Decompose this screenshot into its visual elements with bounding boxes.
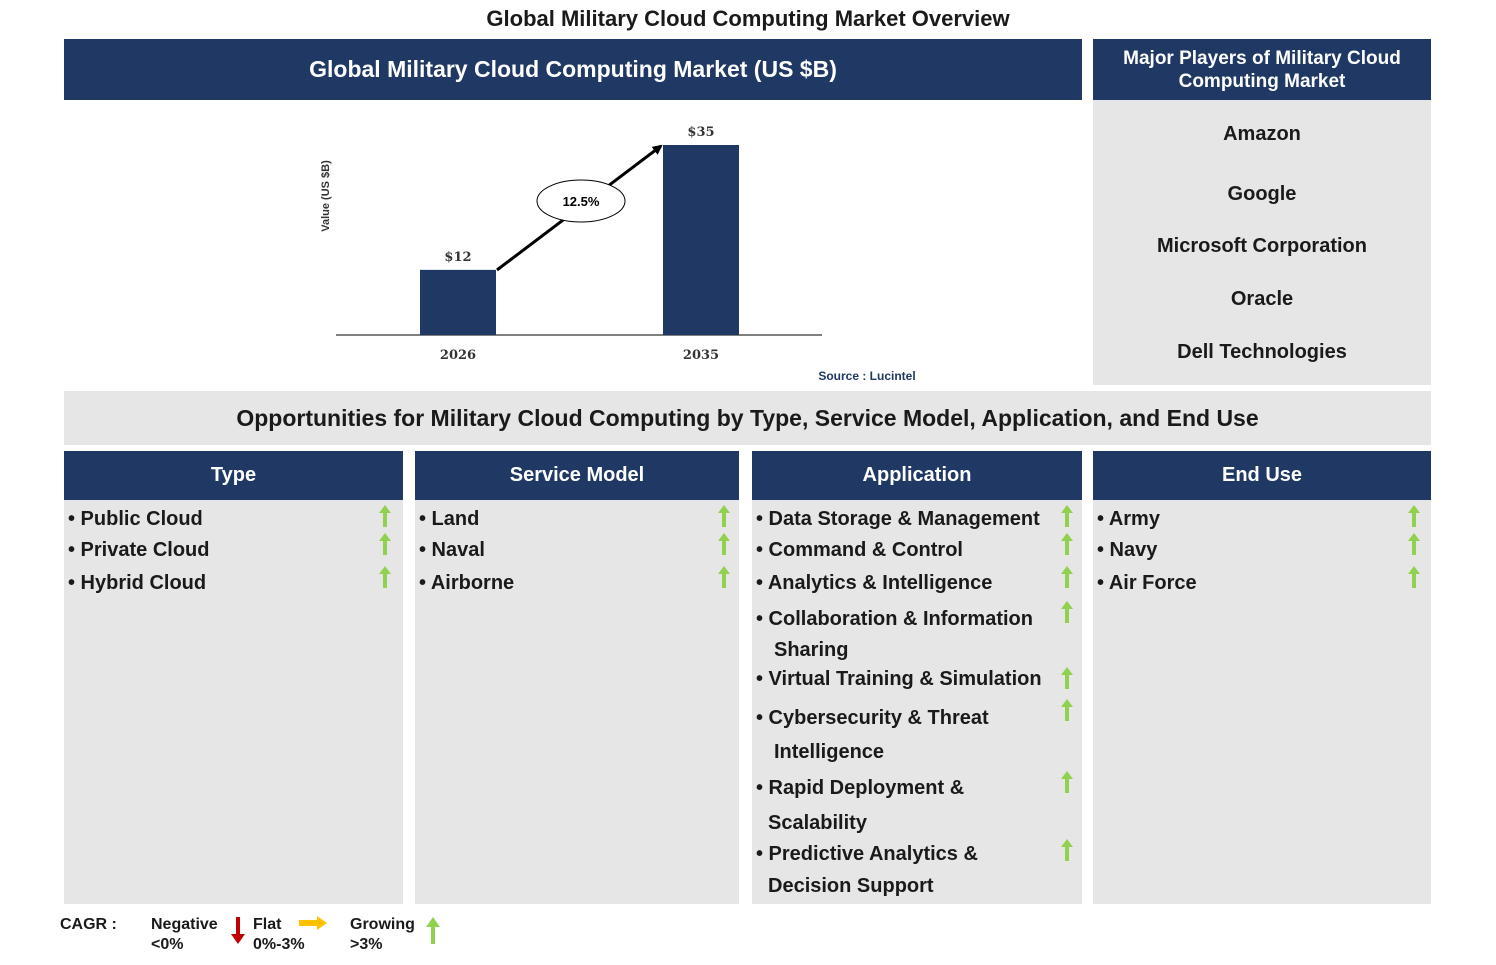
up-arrow-icon [1061, 566, 1073, 588]
application-item-data-storage: • Data Storage & Management [756, 508, 1040, 530]
up-arrow-icon [379, 566, 391, 588]
service-model-list [415, 500, 739, 904]
player-google: Google [1227, 183, 1297, 205]
type-item-private-cloud: • Private Cloud [68, 539, 210, 561]
player-dell: Dell Technologies [1177, 341, 1347, 363]
bar-2035 [663, 145, 739, 335]
up-arrow-icon [1408, 533, 1420, 555]
legend-growing: Growing >3% [350, 916, 415, 953]
end-use-item-army: • Army [1097, 508, 1160, 530]
cagr-ellipse [536, 179, 626, 223]
application-item-command-control: • Command & Control [756, 539, 963, 561]
bar-value-label: $35 [687, 125, 714, 140]
up-arrow-icon [1061, 601, 1073, 623]
up-arrow-icon [718, 566, 730, 588]
bar-value-label: $12 [444, 250, 471, 265]
up-arrow-icon [1061, 505, 1073, 527]
players-header: Major Players of Military Cloud Computin… [1093, 39, 1431, 100]
application-item-virtual-training: • Virtual Training & Simulation [756, 668, 1042, 690]
y-axis-label: Value (US $B) [320, 160, 332, 232]
application-item-rapid-deployment: • Rapid Deployment & Scalability [756, 777, 965, 834]
end-use-item-navy: • Navy [1097, 539, 1158, 561]
up-arrow-icon [1061, 667, 1073, 689]
cagr-label: 12.5% [563, 194, 600, 209]
up-arrow-icon [1061, 699, 1073, 721]
player-oracle: Oracle [1230, 288, 1294, 310]
end-use-header: End Use [1093, 451, 1431, 500]
type-header: Type [64, 451, 403, 500]
end-use-item-air-force: • Air Force [1097, 572, 1197, 594]
players-list: Amazon Google Microsoft Corporation Orac… [1093, 100, 1431, 385]
application-list [752, 500, 1082, 904]
up-arrow-icon [1061, 839, 1073, 861]
up-arrow-icon [1408, 505, 1420, 527]
right-arrow-icon [299, 916, 327, 930]
down-arrow-icon [231, 917, 245, 944]
end-use-list [1093, 500, 1431, 904]
service-item-land: • Land [419, 508, 480, 530]
service-item-airborne: • Airborne [419, 572, 515, 594]
up-arrow-icon [1061, 533, 1073, 555]
up-arrow-icon [718, 533, 730, 555]
player-amazon: Amazon [1223, 123, 1301, 145]
service-item-naval: • Naval [419, 539, 485, 561]
type-list [64, 500, 403, 904]
up-arrow-icon [426, 917, 440, 944]
legend-negative: Negative <0% [151, 916, 218, 953]
application-item-predictive-analytics: • Predictive Analytics & Decision Support [756, 843, 978, 897]
legend-flat: Flat 0%-3% [253, 916, 305, 953]
chart-header: Global Military Cloud Computing Market (… [64, 39, 1082, 100]
service-model-header: Service Model [415, 451, 739, 500]
page-title: Global Military Cloud Computing Market O… [486, 6, 1010, 31]
market-bar-chart: Value (US $B) $12 2026 $35 2035 12.5% Sourc… [320, 125, 916, 383]
up-arrow-icon [718, 505, 730, 527]
up-arrow-icon [379, 533, 391, 555]
opportunities-title: Opportunities for Military Cloud Computi… [64, 391, 1431, 445]
type-item-public-cloud: • Public Cloud [68, 508, 203, 530]
x-tick-label: 2026 [440, 348, 476, 363]
x-tick-label: 2035 [683, 348, 719, 363]
up-arrow-icon [379, 505, 391, 527]
bar-2026 [420, 269, 496, 335]
legend-cagr-label: CAGR : [60, 916, 117, 933]
application-item-cybersecurity: • Cybersecurity & Threat Intelligence [756, 707, 989, 763]
up-arrow-icon [1408, 566, 1420, 588]
type-item-hybrid-cloud: • Hybrid Cloud [68, 572, 207, 594]
player-microsoft: Microsoft Corporation [1157, 235, 1367, 257]
application-item-analytics: • Analytics & Intelligence [756, 572, 993, 594]
chart-source: Source : Lucintel [818, 369, 915, 383]
up-arrow-icon [1061, 771, 1073, 793]
application-header: Application [752, 451, 1082, 500]
application-item-collaboration: • Collaboration & Information Sharing [756, 608, 1033, 661]
